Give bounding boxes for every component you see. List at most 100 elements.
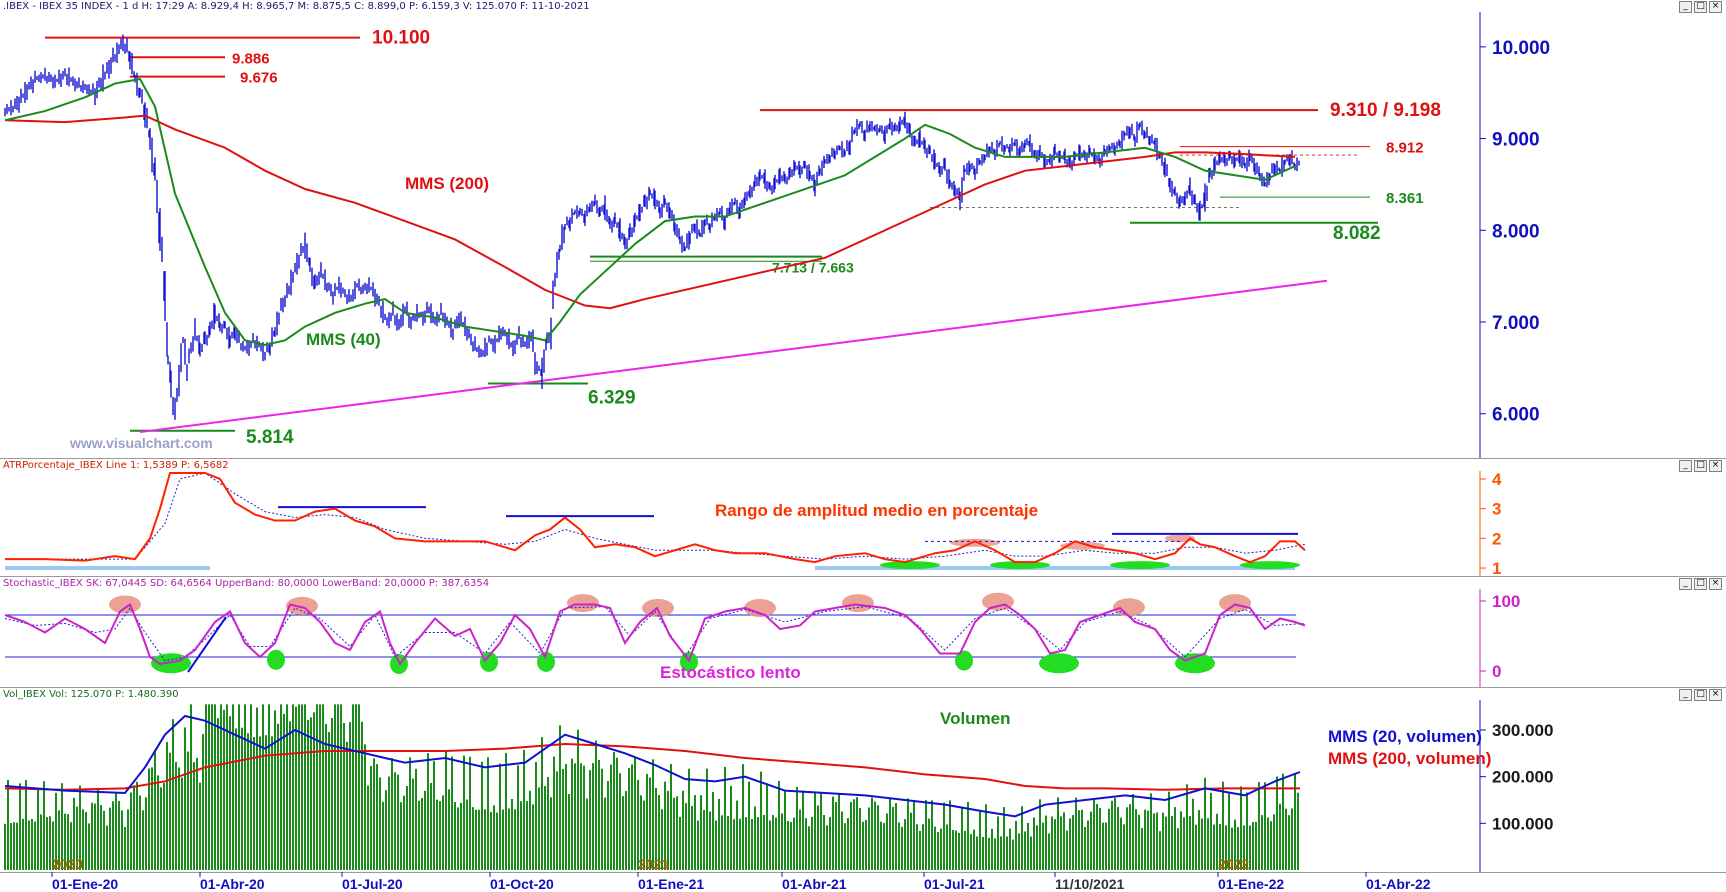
volume-bar — [775, 817, 777, 870]
close-button[interactable]: × — [1709, 1, 1722, 13]
volume-bar — [214, 704, 216, 870]
level-label: 9.886 — [232, 50, 270, 67]
volume-bar — [235, 728, 237, 870]
price-panel[interactable]: 10.000 9.000 8.000 7.000 6.000 10.100 9.886 9.… — [0, 0, 1726, 459]
volume-bar — [373, 758, 375, 870]
volume-bar — [115, 792, 117, 870]
volume-bar — [43, 781, 45, 870]
volume-bar — [1150, 793, 1152, 870]
level-label: 8.912 — [1386, 140, 1424, 157]
volume-bar — [790, 821, 792, 870]
volume-bar — [202, 734, 204, 870]
close-button[interactable]: × — [1709, 460, 1722, 472]
volume-bar — [1096, 804, 1098, 870]
volume-bar — [514, 809, 516, 870]
volume-bar — [112, 801, 114, 870]
close-button[interactable]: × — [1709, 578, 1722, 590]
support-trendline — [139, 279, 1328, 434]
volume-bar — [97, 788, 99, 870]
volume-bar — [1048, 833, 1050, 870]
volume-bar — [1162, 812, 1164, 870]
volume-bar — [1225, 825, 1227, 870]
volume-bar — [298, 704, 300, 870]
volume-bar — [1075, 797, 1077, 870]
volume-bar — [376, 764, 378, 870]
volume-bar — [304, 704, 306, 870]
volume-bar — [421, 798, 423, 870]
volume-bar — [193, 762, 195, 870]
volume-bar — [679, 816, 681, 870]
atr-panel-title: ATRPorcentaje_IBEX Line 1: 1,5389 P: 6,5… — [3, 460, 229, 471]
volume-bar — [628, 768, 630, 870]
y-tick-label: 100.000 — [1492, 814, 1553, 833]
volume-bar — [748, 781, 750, 870]
volume-bar — [841, 811, 843, 870]
volume-bar — [55, 792, 57, 870]
volume-bar — [1213, 824, 1215, 870]
volume-bar — [1255, 821, 1257, 870]
volume-bar — [268, 704, 270, 870]
volume-bar — [1252, 822, 1254, 870]
volume-bar — [61, 783, 63, 870]
maximize-button[interactable]: □ — [1694, 460, 1707, 472]
volume-bar — [991, 828, 993, 870]
volume-bar — [325, 724, 327, 870]
maximize-button[interactable]: □ — [1694, 578, 1707, 590]
volume-bar — [289, 721, 291, 870]
minimize-button[interactable]: _ — [1679, 460, 1692, 472]
volume-bar — [1030, 836, 1032, 870]
minimize-button[interactable]: _ — [1679, 689, 1692, 701]
minimize-button[interactable]: _ — [1679, 578, 1692, 590]
volume-bar — [148, 768, 150, 870]
maximize-button[interactable]: □ — [1694, 1, 1707, 13]
volume-bar — [475, 809, 477, 870]
volume-bar — [394, 772, 396, 870]
volume-bar — [1138, 814, 1140, 870]
legend-ma200: MMS (200, volumen) — [1328, 749, 1491, 768]
volume-bar — [592, 763, 594, 870]
volume-bar — [565, 764, 567, 870]
volume-bar — [1054, 819, 1056, 870]
minimize-button[interactable]: _ — [1679, 1, 1692, 13]
volume-bar — [1288, 815, 1290, 870]
maximize-button[interactable]: □ — [1694, 689, 1707, 701]
volume-bar — [127, 809, 129, 870]
volume-bar — [349, 722, 351, 870]
atr-panel[interactable]: 4 3 2 1 Rango de amplitud medio en porcenta… — [0, 459, 1726, 577]
volume-bar — [1189, 816, 1191, 870]
volume-bar — [670, 764, 672, 870]
volume-bar — [607, 781, 609, 870]
y-tick-label: 1 — [1492, 559, 1501, 576]
volume-bar — [454, 802, 456, 870]
y-tick-label: 0 — [1492, 662, 1501, 681]
volume-bar — [370, 766, 372, 870]
ma200-line — [4, 114, 1296, 310]
volume-bar — [1264, 782, 1266, 870]
volume-bar — [922, 824, 924, 870]
stoch-sk-line — [4, 602, 1306, 666]
oversold-marker — [480, 651, 498, 672]
volume-bar — [70, 822, 72, 870]
volume-bar — [1015, 820, 1017, 870]
x-tick-label: 01-Abr-20 — [200, 876, 265, 892]
volume-bar — [196, 757, 198, 870]
level-label: 9.676 — [240, 70, 278, 87]
volume-bar — [856, 797, 858, 870]
volume-bar — [109, 807, 111, 870]
overbought-marker — [1219, 594, 1251, 613]
volume-bar — [1000, 836, 1002, 870]
volume-bar — [931, 800, 933, 870]
volume-bar — [445, 750, 447, 870]
close-button[interactable]: × — [1709, 689, 1722, 701]
y-tick-label: 4 — [1492, 470, 1502, 489]
volume-bar — [1219, 823, 1221, 870]
stochastic-panel[interactable]: 100 0 Estocástico lento Stochastic_IBEX S… — [0, 577, 1726, 688]
volume-bar — [652, 759, 654, 870]
volume-bar — [757, 817, 759, 870]
volume-bar — [451, 756, 453, 870]
volume-panel[interactable]: 300.000 200.000 100.000 Volumen MMS (20, v… — [0, 688, 1726, 873]
volume-bar — [1270, 821, 1272, 870]
volume-bar — [760, 771, 762, 870]
volume-bar — [589, 770, 591, 870]
volume-bar — [559, 725, 561, 870]
